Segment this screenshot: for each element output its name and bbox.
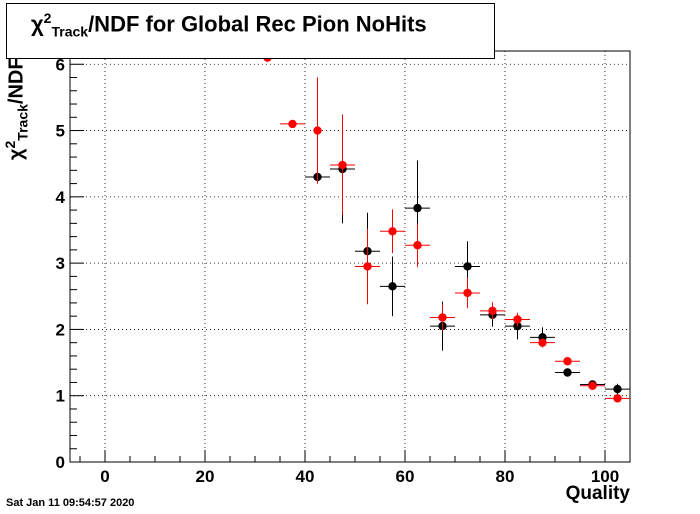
title-box: χ2Track/NDF for Global Rec Pion NoHits [6,3,495,59]
data-point [563,368,572,377]
data-point [288,119,297,129]
data-point [388,282,397,291]
data-point [313,126,322,135]
data-point [488,306,497,316]
data-point [388,227,397,236]
x-tick-label: 20 [196,467,215,486]
y-tick-label: 0 [56,453,65,472]
data-point [413,241,422,250]
data-points-group [255,53,630,403]
data-point [338,160,347,170]
data-point [613,394,622,403]
chart-title: χ2Track/NDF for Global Rec Pion NoHits [31,10,427,40]
data-point [588,381,597,390]
y-tick-label: 4 [56,188,66,207]
timestamp: Sat Jan 11 09:54:57 2020 [6,497,135,509]
y-tick-label: 2 [56,320,65,339]
plot-frame [69,50,631,463]
y-tick-label: 6 [56,55,65,74]
data-point [613,384,622,394]
data-point [363,262,372,271]
y-tick-label: 1 [56,387,65,406]
x-tick-label: 0 [100,467,109,486]
x-tick-label: 100 [591,467,619,486]
data-point [513,315,522,324]
data-point [413,203,422,213]
data-point [463,262,472,271]
data-point [463,288,472,298]
x-tick-label: 60 [396,467,415,486]
y-tick-label: 3 [56,254,65,273]
y-axis-label: χ2Track/NDF [2,57,31,160]
data-point [438,313,447,322]
x-tick-label: 80 [496,467,515,486]
data-point [538,338,547,347]
x-tick-label: 40 [296,467,315,486]
data-point [563,357,572,366]
y-tick-label: 5 [56,122,65,141]
x-axis-label: Quality [565,483,630,504]
